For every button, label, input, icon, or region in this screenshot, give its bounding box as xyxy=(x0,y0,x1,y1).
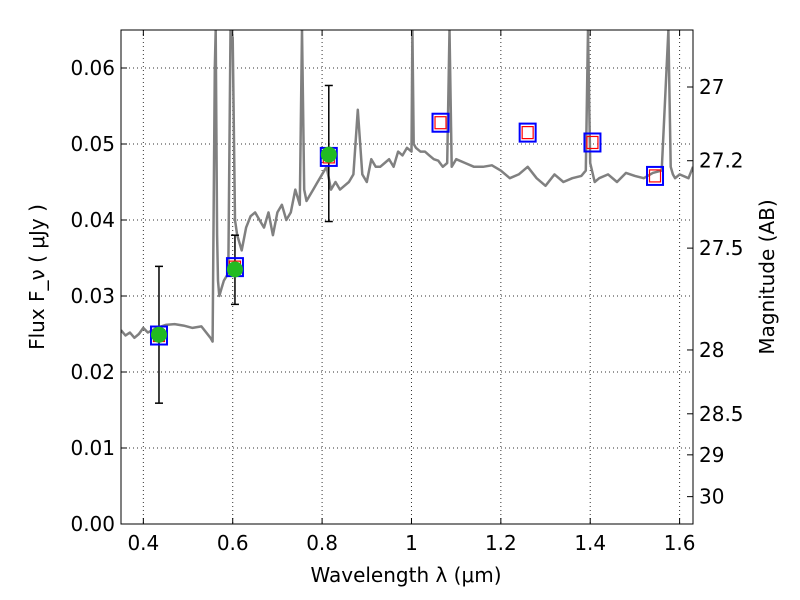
y-tick-label: 0.00 xyxy=(70,512,115,536)
y2-tick-label: 28 xyxy=(699,338,724,362)
sed-line-series xyxy=(121,30,693,343)
y-axis-ticks: 0.00 0.01 0.02 0.03 0.04 0.05 0.06 xyxy=(70,56,127,536)
y-tick-label: 0.01 xyxy=(70,436,115,460)
plot-frame xyxy=(120,29,694,525)
y-tick-label: 0.05 xyxy=(70,132,115,156)
y-tick-label: 0.06 xyxy=(70,56,115,80)
model-square-inner xyxy=(434,116,447,130)
y-axis-label: Flux F_ν ( μJy ) xyxy=(25,204,49,350)
x-tick-label: 1 xyxy=(405,531,418,555)
model-square-outer xyxy=(583,132,602,153)
model-square-outer xyxy=(149,325,168,346)
y-tick-label: 0.04 xyxy=(70,208,115,232)
y2-tick-label: 27.2 xyxy=(699,149,744,173)
x-axis-ticks: 0.4 0.6 0.8 1 1.2 1.4 1.6 xyxy=(127,30,696,555)
observed-point-series xyxy=(150,146,337,343)
y2-tick-label: 28.5 xyxy=(699,402,744,426)
x-tick-label: 1.4 xyxy=(574,531,606,555)
model-square-outer xyxy=(431,112,450,133)
x-axis-label: Wavelength λ (μm) xyxy=(310,563,501,587)
x-tick-label: 0.8 xyxy=(306,531,338,555)
observed-point xyxy=(150,326,167,343)
y-tick-label: 0.02 xyxy=(70,360,115,384)
sed-line xyxy=(121,30,693,343)
x-tick-label: 1.2 xyxy=(485,531,517,555)
model-square-inner xyxy=(521,125,534,140)
y-tick-label: 0.03 xyxy=(70,284,115,308)
y2-tick-label: 27 xyxy=(699,75,724,99)
y2-tick-label: 27.5 xyxy=(699,236,744,260)
y2-axis-label: Magnitude (AB) xyxy=(755,199,779,354)
model-square-outer xyxy=(518,122,537,143)
x-tick-label: 0.4 xyxy=(127,531,159,555)
model-square-inner xyxy=(586,135,599,150)
model-square-inner xyxy=(648,169,662,183)
observed-point xyxy=(320,146,337,163)
y2-tick-label: 30 xyxy=(699,485,724,509)
model-square-outer xyxy=(646,165,665,186)
x-tick-label: 1.6 xyxy=(664,531,696,555)
y2-axis-ticks: 27 27.2 27.5 28 28.5 29 30 xyxy=(687,75,744,509)
y2-tick-label: 29 xyxy=(699,443,724,467)
x-tick-label: 0.6 xyxy=(217,531,249,555)
observed-point xyxy=(226,261,243,278)
